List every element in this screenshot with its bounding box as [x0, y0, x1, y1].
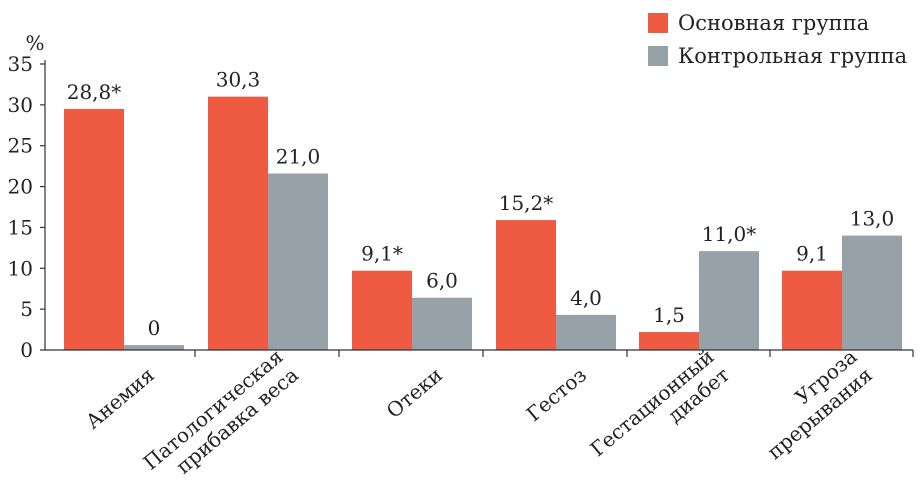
- legend-label: Основная группа: [678, 11, 869, 35]
- category-label: Гестоз: [522, 363, 591, 427]
- data-label: 9,1*: [361, 242, 403, 266]
- y-tick-label: 5: [20, 297, 33, 321]
- bar-main-group-3: [496, 220, 556, 350]
- x-axis: [45, 349, 914, 357]
- bar-main-group-4: [639, 332, 699, 350]
- data-label: 4,0: [570, 286, 602, 310]
- category-label: Отеки: [382, 363, 447, 423]
- bar-main-group-1: [208, 96, 268, 350]
- category-label-line: Гестоз: [522, 363, 591, 427]
- category-label: Анемия: [81, 363, 159, 434]
- legend-label: Контрольная группа: [678, 44, 907, 68]
- category-label-line: Отеки: [382, 363, 447, 423]
- data-label: 30,3: [216, 68, 261, 92]
- data-label: 13,0: [850, 207, 895, 231]
- y-tick-label: 15: [8, 215, 33, 239]
- data-label: 1,5: [653, 303, 685, 327]
- legend: Основная группа Контрольная группа: [648, 11, 907, 68]
- y-tick-label: 0: [20, 338, 33, 362]
- bar-control-group-1: [268, 173, 328, 350]
- legend-swatch: [648, 46, 668, 66]
- data-label: 0: [148, 316, 161, 340]
- y-tick-label: 25: [8, 134, 33, 158]
- bar-control-group-5: [842, 235, 902, 350]
- data-label: 21,0: [276, 144, 321, 168]
- data-label: 11,0*: [702, 222, 757, 246]
- legend-swatch: [648, 13, 668, 33]
- bars: [64, 96, 902, 350]
- y-axis: % 0 5 10 15 20 25 30 35: [8, 31, 46, 362]
- bar-main-group-2: [352, 270, 412, 350]
- bar-control-group-0: [124, 345, 184, 350]
- y-tick-label: 30: [8, 93, 33, 117]
- y-tick-label: 35: [8, 52, 33, 76]
- bar-control-group-4: [699, 251, 759, 350]
- y-tick-label: 20: [8, 175, 33, 199]
- bar-control-group-2: [412, 297, 472, 350]
- bar-control-group-3: [556, 314, 616, 350]
- data-label: 6,0: [426, 269, 458, 293]
- bar-main-group-5: [782, 270, 842, 350]
- data-label: 28,8*: [67, 80, 122, 104]
- bar-main-group-0: [64, 108, 124, 350]
- data-label: 15,2*: [499, 191, 554, 215]
- category-label-line: Анемия: [81, 363, 159, 434]
- data-labels: 28,8* 30,3 9,1* 15,2* 1,5 9,1 0 21,0 6,0 4,0 11,0*…: [67, 68, 895, 340]
- y-axis-unit-label: %: [25, 31, 44, 55]
- y-tick-label: 10: [8, 256, 33, 280]
- data-label: 9,1: [796, 242, 828, 266]
